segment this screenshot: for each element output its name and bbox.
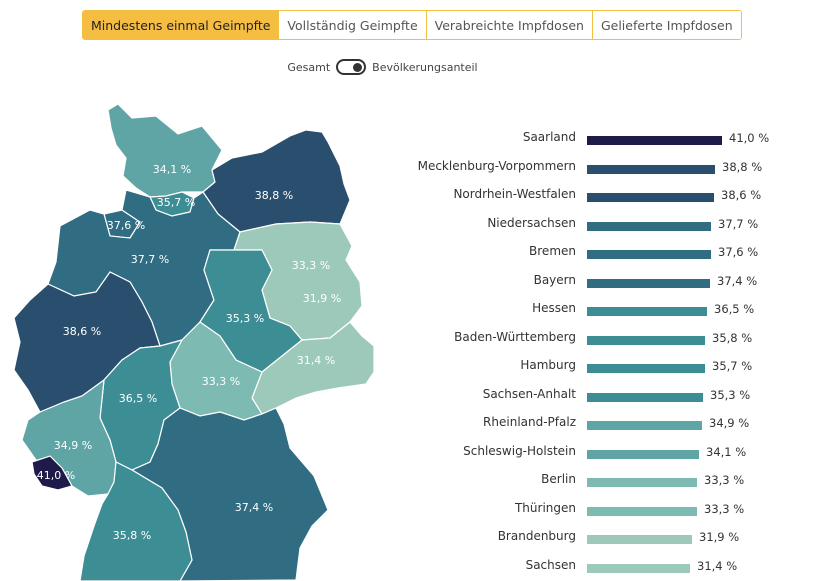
map-region-baden-wuerttemberg[interactable] bbox=[79, 461, 193, 581]
tab-2[interactable]: Verabreichte Impfdosen bbox=[426, 11, 593, 39]
map-label-saarland: 41,0 % bbox=[37, 469, 75, 482]
bar-value-label: 37,7 % bbox=[718, 216, 759, 231]
bar-label: Sachsen-Anhalt bbox=[482, 386, 576, 401]
bar-label: Bremen bbox=[529, 244, 576, 258]
bar bbox=[587, 478, 697, 487]
bar bbox=[587, 307, 707, 316]
map-label-thueringen: 33,3 % bbox=[202, 375, 240, 388]
bar-row: Schleswig-Holstein 34,1 % bbox=[400, 438, 829, 467]
bar-value-label: 35,7 % bbox=[712, 359, 753, 373]
tab-0[interactable]: Mindestens einmal Geimpfte bbox=[83, 11, 280, 39]
bar-label: Saarland bbox=[522, 130, 576, 144]
bar-value-label: 37,6 % bbox=[718, 245, 759, 259]
map-label-schleswig-holstein: 34,1 % bbox=[153, 163, 191, 176]
bar-label: Schleswig-Holstein bbox=[463, 443, 576, 458]
bar bbox=[587, 250, 711, 259]
bar-label: Rheinland-Pfalz bbox=[483, 415, 576, 429]
bar-row: Bayern 37,4 % bbox=[400, 267, 829, 296]
germany-map: 34,1 % 35,7 % 38,8 % 37,6 % 37,7 % 33,3 … bbox=[13, 103, 375, 581]
bar-value-label: 35,3 % bbox=[710, 387, 751, 402]
tab-3[interactable]: Gelieferte Impfdosen bbox=[592, 11, 741, 39]
bar-value-label: 35,8 % bbox=[712, 330, 753, 345]
bar-row: Bremen 37,6 % bbox=[400, 238, 829, 267]
bar-row: Baden-Württemberg 35,8 % bbox=[400, 324, 829, 353]
bar-value-label: 41,0 % bbox=[729, 131, 770, 145]
bar-value-label: 33,3 % bbox=[704, 473, 745, 487]
bar-value-label: 34,9 % bbox=[709, 416, 750, 430]
bar-row: Hamburg 35,7 % bbox=[400, 352, 829, 381]
bar-row: Mecklenburg-Vorpommern 38,8 % bbox=[400, 153, 829, 182]
map-label-bayern: 37,4 % bbox=[235, 501, 273, 514]
bar bbox=[587, 364, 705, 373]
bar-row: Thüringen 33,3 % bbox=[400, 495, 829, 524]
share-toggle-switch[interactable] bbox=[336, 59, 367, 75]
map-label-brandenburg: 31,9 % bbox=[303, 292, 341, 305]
bar-row: Saarland 41,0 % bbox=[400, 124, 829, 153]
bar-value-label: 38,6 % bbox=[721, 188, 762, 202]
bar-label: Niedersachsen bbox=[487, 215, 576, 230]
map-label-sachsen: 31,4 % bbox=[297, 354, 335, 367]
bar-value-label: 31,9 % bbox=[699, 530, 740, 544]
map-label-hessen: 36,5 % bbox=[119, 392, 157, 405]
bar-label: Bayern bbox=[533, 272, 576, 287]
bar-label: Hamburg bbox=[520, 358, 576, 372]
map-label-hamburg: 35,7 % bbox=[157, 196, 195, 209]
bar-value-label: 34,1 % bbox=[706, 444, 747, 459]
bar-label: Thüringen bbox=[514, 500, 576, 515]
map-region-mecklenburg-vorpommern[interactable] bbox=[202, 129, 351, 233]
bar bbox=[587, 392, 703, 402]
bar bbox=[587, 278, 710, 288]
bar-row: Rheinland-Pfalz 34,9 % bbox=[400, 409, 829, 438]
bar bbox=[587, 335, 705, 345]
map-label-nordrhein-westfalen: 38,6 % bbox=[63, 325, 101, 338]
map-label-baden-wuerttemberg: 35,8 % bbox=[113, 529, 151, 542]
toggle-knob bbox=[353, 63, 363, 72]
bar bbox=[587, 506, 697, 516]
bar-row: Nordrhein-Westfalen 38,6 % bbox=[400, 181, 829, 210]
bar-row: Hessen 36,5 % bbox=[400, 295, 829, 324]
bar-value-label: 36,5 % bbox=[714, 302, 755, 316]
bar bbox=[587, 193, 714, 202]
map-label-berlin: 33,3 % bbox=[292, 259, 330, 272]
bar bbox=[587, 136, 722, 145]
bar-value-label: 31,4 % bbox=[697, 558, 738, 573]
bar-row: Berlin 33,3 % bbox=[400, 466, 829, 495]
map-region-saarland[interactable] bbox=[31, 455, 73, 491]
bar-row: Niedersachsen 37,7 % bbox=[400, 210, 829, 239]
bar-row: Sachsen-Anhalt 35,3 % bbox=[400, 381, 829, 410]
bar-label: Baden-Württemberg bbox=[454, 329, 576, 344]
map-label-niedersachsen: 37,7 % bbox=[131, 253, 169, 266]
toggle-label-total[interactable]: Gesamt bbox=[287, 60, 331, 74]
bar-label: Hessen bbox=[532, 301, 576, 315]
ranking-bar-chart: Saarland 41,0 % Mecklenburg-Vorpommern 38,8… bbox=[400, 124, 829, 580]
bar-label: Nordrhein-Westfalen bbox=[453, 187, 576, 201]
bar bbox=[587, 563, 690, 573]
display-toggle: Gesamt Bevölkerungsanteil bbox=[0, 57, 765, 77]
bar-value-label: 38,8 % bbox=[722, 159, 763, 174]
bar bbox=[587, 535, 692, 544]
map-label-sachsen-anhalt: 35,3 % bbox=[226, 312, 264, 325]
bar bbox=[587, 221, 711, 231]
bar bbox=[587, 164, 715, 174]
bar bbox=[587, 449, 699, 459]
bar-label: Sachsen bbox=[525, 557, 576, 572]
map-region-schleswig-holstein[interactable] bbox=[107, 103, 223, 198]
map-label-rheinland-pfalz: 34,9 % bbox=[54, 439, 92, 452]
toggle-label-share[interactable]: Bevölkerungsanteil bbox=[372, 60, 478, 74]
bar-row: Brandenburg 31,9 % bbox=[400, 523, 829, 552]
bar-label: Brandenburg bbox=[497, 529, 576, 543]
bar-label: Berlin bbox=[541, 472, 576, 486]
map-label-mecklenburg-vorpommern: 38,8 % bbox=[255, 189, 293, 202]
tab-1[interactable]: Vollständig Geimpfte bbox=[279, 11, 427, 39]
bar-row: Sachsen 31,4 % bbox=[400, 552, 829, 581]
bar-label: Mecklenburg-Vorpommern bbox=[417, 158, 576, 173]
map-label-bremen: 37,6 % bbox=[107, 219, 145, 232]
metric-tabs: Mindestens einmal Geimpfte Vollständig Ge… bbox=[82, 10, 742, 40]
bar bbox=[587, 421, 702, 430]
bar-value-label: 37,4 % bbox=[717, 273, 758, 288]
bar-value-label: 33,3 % bbox=[704, 501, 745, 516]
